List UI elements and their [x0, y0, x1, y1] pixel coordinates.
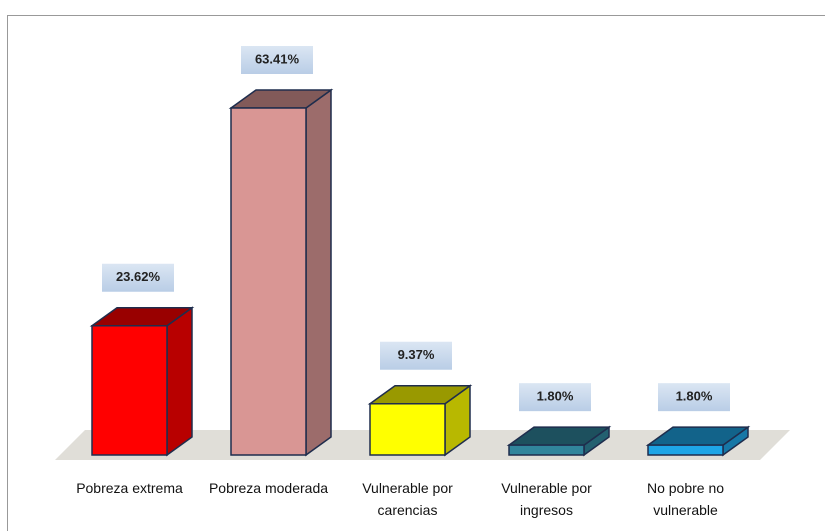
category-label: Pobreza moderada	[208, 480, 329, 496]
category-label: Vulnerable por carencias	[362, 480, 453, 518]
category-label: No pobre no vulnerable	[646, 480, 725, 518]
bar-side	[305, 88, 332, 457]
category-label: Vulnerable por ingresos	[501, 480, 592, 518]
category-label: Pobreza extrema	[76, 480, 183, 496]
value-label: 1.80%	[537, 389, 574, 404]
value-label-box	[380, 341, 452, 370]
value-label: 1.80%	[676, 389, 713, 404]
value-label-box	[658, 383, 730, 412]
bar-front	[647, 444, 724, 456]
value-label-box	[241, 46, 313, 74]
bar-front	[91, 324, 168, 456]
bar-side	[166, 306, 193, 457]
value-label-box	[102, 263, 174, 292]
bar	[367, 384, 473, 457]
bar-front	[369, 402, 446, 456]
bar	[506, 425, 612, 457]
bar-front	[508, 444, 585, 456]
value-label: 9.37%	[398, 347, 435, 362]
value-label: 63.41%	[255, 51, 300, 66]
bar	[89, 306, 195, 457]
bar	[228, 88, 334, 457]
bar	[645, 425, 751, 457]
value-label: 23.62%	[116, 269, 161, 284]
bar-front	[230, 107, 307, 456]
value-label-box	[519, 383, 591, 412]
